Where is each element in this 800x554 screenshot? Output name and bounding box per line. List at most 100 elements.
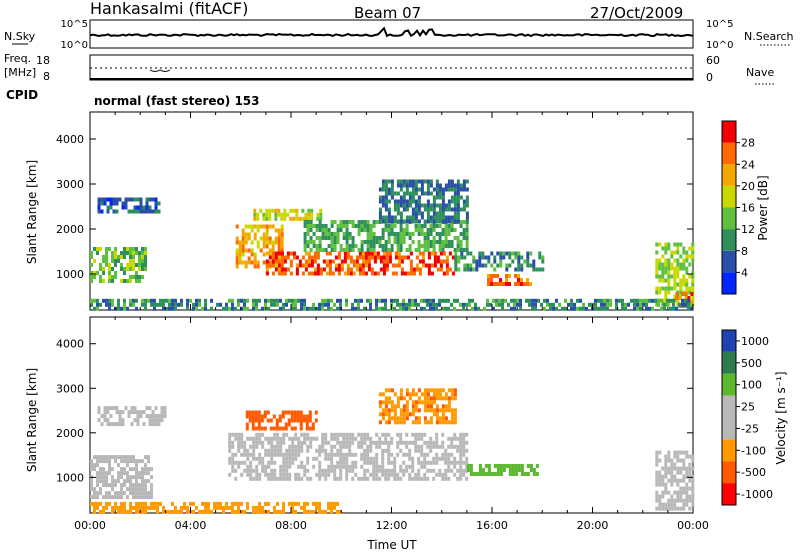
velocity-cell <box>679 466 683 471</box>
velocity-cell <box>117 505 120 510</box>
power-cell <box>676 298 680 303</box>
velocity-cell <box>129 483 132 488</box>
power-cell <box>519 306 522 311</box>
velocity-cell <box>417 468 421 473</box>
power-cell <box>261 306 264 311</box>
velocity-cell <box>204 501 207 506</box>
velocity-cell <box>201 501 204 506</box>
velocity-cell <box>667 478 671 483</box>
velocity-cell <box>246 505 249 510</box>
power-cell <box>295 267 299 272</box>
velocity-cell <box>414 408 418 413</box>
power-cell <box>381 298 384 303</box>
velocity-cell <box>129 455 132 460</box>
power-cell <box>639 302 642 307</box>
velocity-cell <box>279 448 283 453</box>
power-cell <box>325 251 329 256</box>
velocity-cell <box>411 404 415 409</box>
power-cell <box>235 260 239 265</box>
power-cell <box>453 203 457 208</box>
power-cell <box>369 298 372 303</box>
velocity-cell <box>321 468 325 473</box>
power-cell <box>280 267 284 272</box>
velocity-cell <box>499 472 503 476</box>
velocity-cell <box>444 452 448 457</box>
power-cell <box>658 286 662 291</box>
velocity-cell <box>111 467 114 472</box>
power-cell <box>411 240 415 244</box>
velocity-cell <box>390 452 394 457</box>
power-cell <box>99 275 102 279</box>
velocity-cell <box>275 418 279 423</box>
power-cell <box>567 302 570 307</box>
power-cell <box>499 259 503 264</box>
power-cell <box>396 248 400 252</box>
velocity-cell <box>429 420 433 425</box>
power-cell <box>324 228 328 232</box>
power-cell <box>310 259 314 264</box>
velocity-cell <box>246 468 250 473</box>
power-cell <box>456 179 460 184</box>
power-cell <box>277 256 281 261</box>
power-cell <box>666 298 669 303</box>
velocity-cell <box>447 452 451 457</box>
velocity-cell <box>655 462 659 467</box>
power-cell <box>399 306 402 311</box>
velocity-cell <box>90 463 93 468</box>
velocity-cell <box>496 468 500 472</box>
power-cell <box>331 271 335 276</box>
velocity-cell <box>462 448 466 453</box>
power-cell <box>346 255 350 260</box>
power-cell <box>469 251 473 256</box>
velocity-cell <box>288 464 292 469</box>
velocity-cell <box>112 422 116 427</box>
velocity-cell <box>679 498 683 503</box>
power-cell <box>357 232 361 236</box>
velocity-cell <box>438 444 442 449</box>
power-cell <box>402 306 405 311</box>
power-cell <box>414 199 418 204</box>
power-cell <box>399 248 403 252</box>
power-cell <box>402 240 406 244</box>
velocity-cell <box>664 454 668 459</box>
power-cell <box>445 263 449 268</box>
power-cell <box>102 271 105 275</box>
power-cell <box>403 255 407 260</box>
velocity-cell <box>393 464 397 469</box>
power-cell <box>594 298 597 303</box>
velocity-cell <box>144 505 147 510</box>
power-cell <box>676 270 680 275</box>
power-cell <box>621 298 624 303</box>
velocity-cell <box>129 475 132 480</box>
power-cell <box>661 262 665 267</box>
velocity-cell <box>691 482 695 487</box>
velocity-cell <box>408 464 412 469</box>
velocity-cell <box>399 392 403 397</box>
velocity-cell <box>138 459 141 464</box>
velocity-cell <box>288 472 292 477</box>
power-cell <box>432 248 436 252</box>
power-cell <box>490 251 494 256</box>
power-cell <box>286 212 290 217</box>
power-cell <box>459 240 463 244</box>
velocity-cell <box>249 472 253 477</box>
velocity-cell <box>252 456 256 461</box>
velocity-cell <box>285 476 289 481</box>
velocity-cell <box>499 468 503 472</box>
velocity-cell <box>390 460 394 465</box>
velocity-cell <box>269 426 273 431</box>
velocity-cell <box>432 440 436 445</box>
velocity-cell <box>408 440 412 445</box>
power-cell <box>516 298 519 303</box>
velocity-cell <box>670 498 674 503</box>
power-cell <box>469 263 473 268</box>
power-cell <box>339 302 342 307</box>
power-cell <box>381 244 385 248</box>
velocity-cell <box>156 505 159 510</box>
velocity-cell <box>306 448 310 453</box>
velocity-cell <box>240 472 244 477</box>
power-cell <box>253 208 257 213</box>
power-cell <box>324 224 328 228</box>
power-cell <box>664 258 668 263</box>
velocity-cell <box>667 498 671 503</box>
